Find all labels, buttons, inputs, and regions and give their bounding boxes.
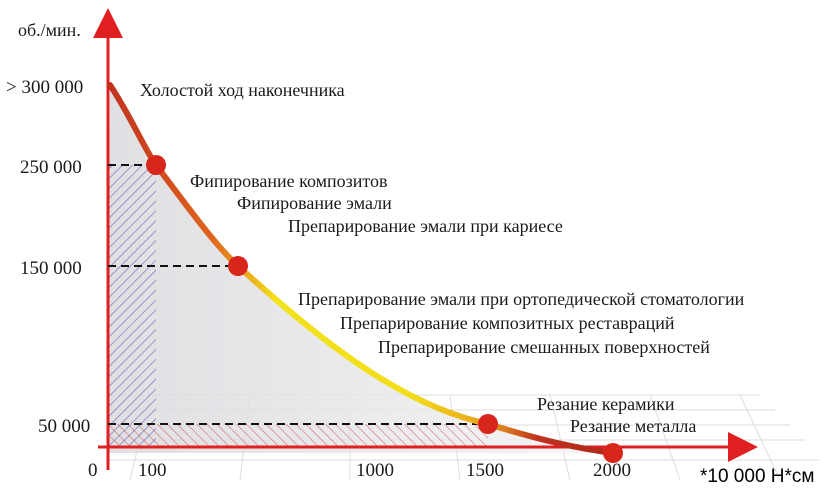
annotation-ceramics: Резание керамики [537, 394, 675, 414]
x-tick-0: 0 [88, 460, 98, 481]
data-point-3 [603, 443, 623, 463]
y-tick-50000: 50 000 [38, 416, 90, 437]
y-axis-label: об./мин. [18, 20, 81, 40]
x-tick-1000: 1000 [356, 460, 394, 481]
data-points [146, 155, 623, 463]
annotation-idle: Холостой ход наконечника [140, 80, 345, 100]
y-tick-150000: 150 000 [20, 258, 82, 279]
x-tick-100: 100 [138, 460, 167, 481]
hatch-region-red [108, 424, 488, 447]
x-unit-note: *10 000 Н*см [700, 466, 814, 487]
y-tick-300000: > 300 000 [6, 77, 83, 98]
x-tick-1500: 1500 [466, 460, 504, 481]
annotation-mixed-surfaces: Препарирование смешанных поверхностей [378, 337, 710, 357]
area-under-curve [108, 85, 613, 453]
data-point-1 [228, 256, 248, 276]
x-tick-2000: 2000 [593, 460, 631, 481]
annotation-metal: Резание металла [570, 416, 696, 436]
annotation-enamel: Фипирование эмали [237, 193, 392, 213]
data-point-2 [478, 414, 498, 434]
annotation-composites: Фипирование композитов [190, 171, 388, 191]
annotation-caries: Препарирование эмали при кариесе [288, 216, 563, 236]
annotation-orthopedic: Препарирование эмали при ортопедической … [298, 289, 745, 309]
hatch-region-blue [108, 165, 156, 447]
annotation-composite-restorations: Препарирование композитных реставраций [340, 313, 675, 333]
data-point-0 [146, 155, 166, 175]
y-tick-250000: 250 000 [20, 157, 82, 178]
